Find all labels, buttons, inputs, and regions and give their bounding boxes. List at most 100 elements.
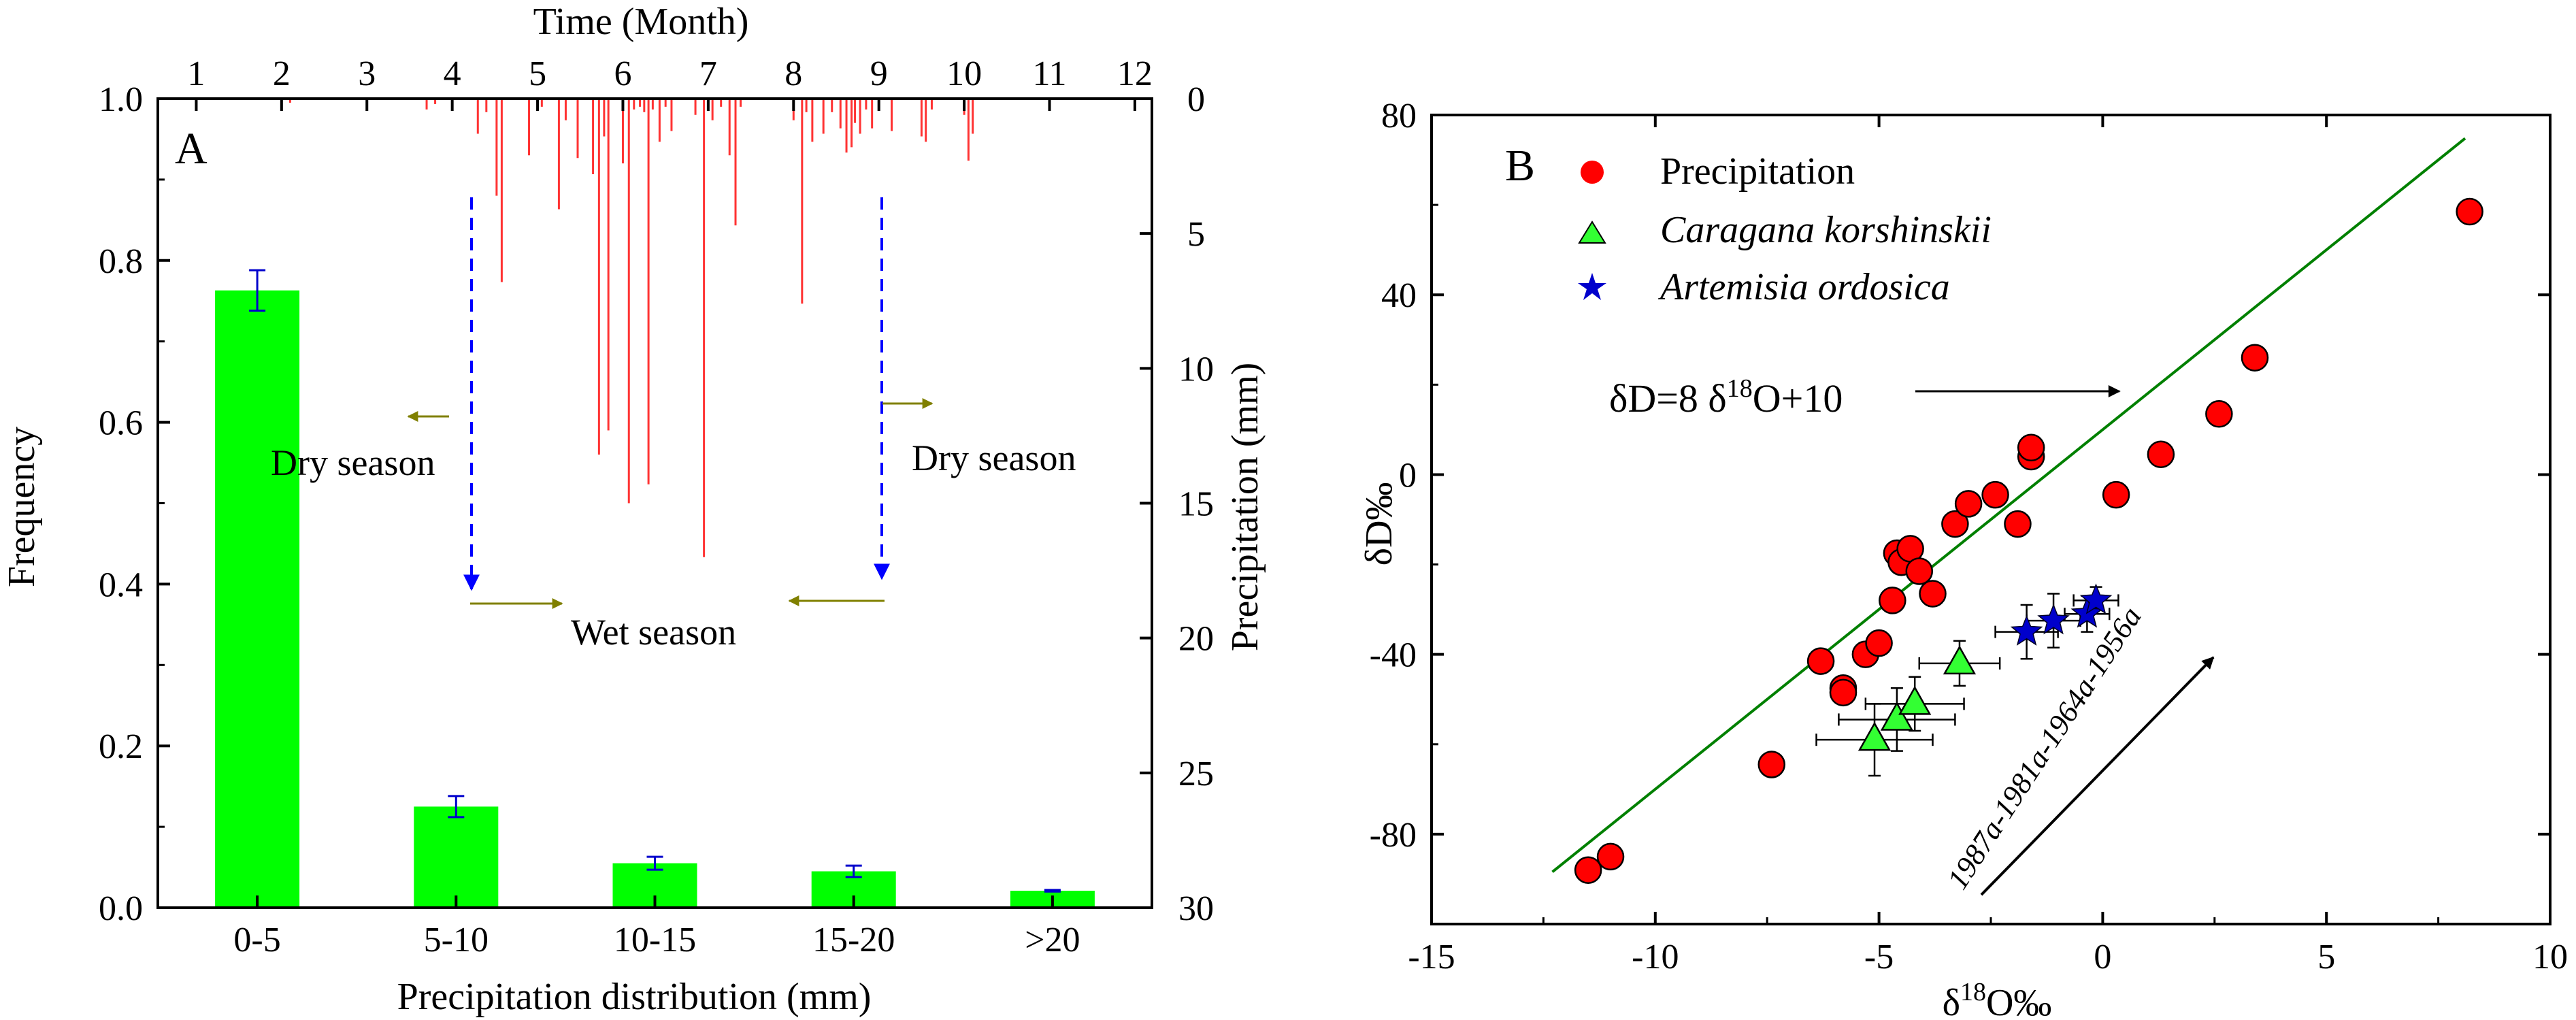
b-y-axis-title: δD‰ xyxy=(1358,482,1400,566)
precipitation-point xyxy=(1905,557,1934,585)
frequency-error-bars xyxy=(249,269,1061,893)
right-tick-label: 0 xyxy=(1187,80,1205,119)
left-tick-label: 0.0 xyxy=(99,889,143,928)
panel-b: -15 -10 -5 0 5 10 -80 -40 0 40 80 Precipitation C… xyxy=(1358,97,2568,1020)
b-x-axis-title: δ18O‰ xyxy=(1943,978,2052,1020)
bottom-tick-label: 15-20 xyxy=(812,921,895,959)
left-tick-label: 0.6 xyxy=(99,404,143,443)
left-tick-label: 1.0 xyxy=(99,80,143,119)
top-tick-label: 12 xyxy=(1117,54,1153,93)
precipitation-point xyxy=(2241,344,2269,372)
precipitation-point xyxy=(1919,580,1947,608)
panel-letter-a: A xyxy=(175,124,208,174)
precipitation-point xyxy=(1954,490,1983,518)
right-axis-title: Precipitation (mm) xyxy=(1224,363,1266,652)
legend: Precipitation Caragana korshinskii Artem… xyxy=(1578,150,1992,308)
legend-marker-precipitation xyxy=(1581,161,1604,184)
dry-season-label-right: Dry season xyxy=(912,438,1076,478)
caragana-point xyxy=(1898,685,1932,715)
x-tick-label: 0 xyxy=(2094,938,2111,976)
left-tick-label: 0.2 xyxy=(99,727,143,766)
precipitation-point xyxy=(2205,400,2233,428)
artemisia-point xyxy=(2079,583,2113,614)
right-tick-label: 10 xyxy=(1178,350,1214,389)
plot-frame-a xyxy=(156,97,1153,909)
top-tick-label: 9 xyxy=(870,54,888,93)
precipitation-point xyxy=(1596,842,1625,871)
right-tick-label: 20 xyxy=(1178,620,1214,659)
x-axis-ticks: -15 -10 -5 0 5 10 xyxy=(1408,115,2568,976)
precipitation-point xyxy=(1574,856,1602,884)
top-tick-label: 1 xyxy=(187,54,205,93)
x-tick-label: -10 xyxy=(1632,938,1679,976)
rain-bars xyxy=(288,99,974,557)
top-tick-label: 4 xyxy=(444,54,461,93)
legend-label-caragana: Caragana korshinskii xyxy=(1660,209,1992,251)
x-tick-label: 5 xyxy=(2317,938,2335,976)
precipitation-point xyxy=(2147,440,2175,468)
bottom-axis-title: Precipitation distribution (mm) xyxy=(397,976,872,1018)
top-tick-label: 7 xyxy=(699,54,717,93)
top-tick-label: 5 xyxy=(529,54,546,93)
precipitation-point xyxy=(1879,587,1906,614)
dry-season-label-left: Dry season xyxy=(271,442,435,483)
x-tick-label: -5 xyxy=(1864,938,1894,976)
top-tick-label: 2 xyxy=(273,54,291,93)
legend-marker-caragana xyxy=(1578,220,1606,244)
isotope-points xyxy=(1574,197,2483,884)
y-axis-ticks: -80 -40 0 40 80 xyxy=(1370,97,2550,855)
lmwl-equation-label: δD=8 δ18O+10 xyxy=(1609,374,1843,421)
caragana-point xyxy=(1943,645,1977,675)
caragana-point xyxy=(1880,701,1914,731)
caragana-point xyxy=(1857,721,1892,751)
precipitation-point xyxy=(1941,510,1969,538)
right-tick-label: 5 xyxy=(1187,215,1205,254)
trend-arrow xyxy=(1980,656,2215,896)
legend-marker-artemisia xyxy=(1578,273,1606,300)
wet-season-label: Wet season xyxy=(571,612,736,653)
top-tick-label: 8 xyxy=(785,54,802,93)
top-axis-title: Time (Month) xyxy=(533,1,749,43)
precipitation-point xyxy=(1757,751,1786,778)
right-axis-ticks: 0 5 10 15 20 25 30 xyxy=(1140,80,1214,928)
precipitation-point xyxy=(1981,480,2009,509)
precipitation-point xyxy=(1865,629,1893,657)
x-tick-label: 10 xyxy=(2532,938,2568,976)
bottom-tick-label: >20 xyxy=(1025,921,1080,959)
bottom-axis-ticks: 0-5 5-10 10-15 15-20 >20 xyxy=(233,895,1080,959)
left-tick-label: 0.8 xyxy=(99,242,143,281)
y-tick-label: 0 xyxy=(1399,456,1417,495)
left-axis-title: Frequency xyxy=(1,427,43,587)
bottom-tick-label: 0-5 xyxy=(233,921,280,959)
panel-letter-b: B xyxy=(1505,141,1535,191)
bottom-tick-label: 5-10 xyxy=(424,921,489,959)
y-tick-label: -80 xyxy=(1370,816,1417,855)
precipitation-point xyxy=(2004,510,2032,538)
top-tick-label: 10 xyxy=(946,54,982,93)
precipitation-point xyxy=(1806,647,1835,675)
y-tick-label: -40 xyxy=(1370,636,1417,675)
precipitation-point xyxy=(2456,197,2483,226)
precipitation-point xyxy=(1829,678,1857,707)
right-tick-label: 25 xyxy=(1178,755,1214,793)
precipitation-point xyxy=(2102,480,2130,509)
bottom-tick-label: 10-15 xyxy=(614,921,696,959)
artemisia-point xyxy=(2037,604,2070,635)
left-axis-ticks: 0.0 0.2 0.4 0.6 0.8 1.0 xyxy=(99,80,170,928)
top-tick-label: 3 xyxy=(358,54,376,93)
y-tick-label: 40 xyxy=(1381,276,1417,315)
top-axis-ticks: 1 2 3 4 5 6 7 8 9 10 11 12 xyxy=(187,54,1153,111)
y-tick-label: 80 xyxy=(1381,97,1417,135)
frequency-bar xyxy=(215,290,300,908)
right-tick-label: 15 xyxy=(1178,485,1214,524)
top-tick-label: 6 xyxy=(614,54,631,93)
legend-label-precipitation: Precipitation xyxy=(1660,150,1855,193)
right-tick-label: 30 xyxy=(1178,889,1214,928)
top-tick-label: 11 xyxy=(1032,54,1066,93)
meteoric-water-line xyxy=(1551,137,2466,873)
left-tick-label: 0.4 xyxy=(99,565,143,604)
x-tick-label: -15 xyxy=(1408,938,1455,976)
legend-label-artemisia: Artemisia ordosica xyxy=(1657,266,1950,308)
